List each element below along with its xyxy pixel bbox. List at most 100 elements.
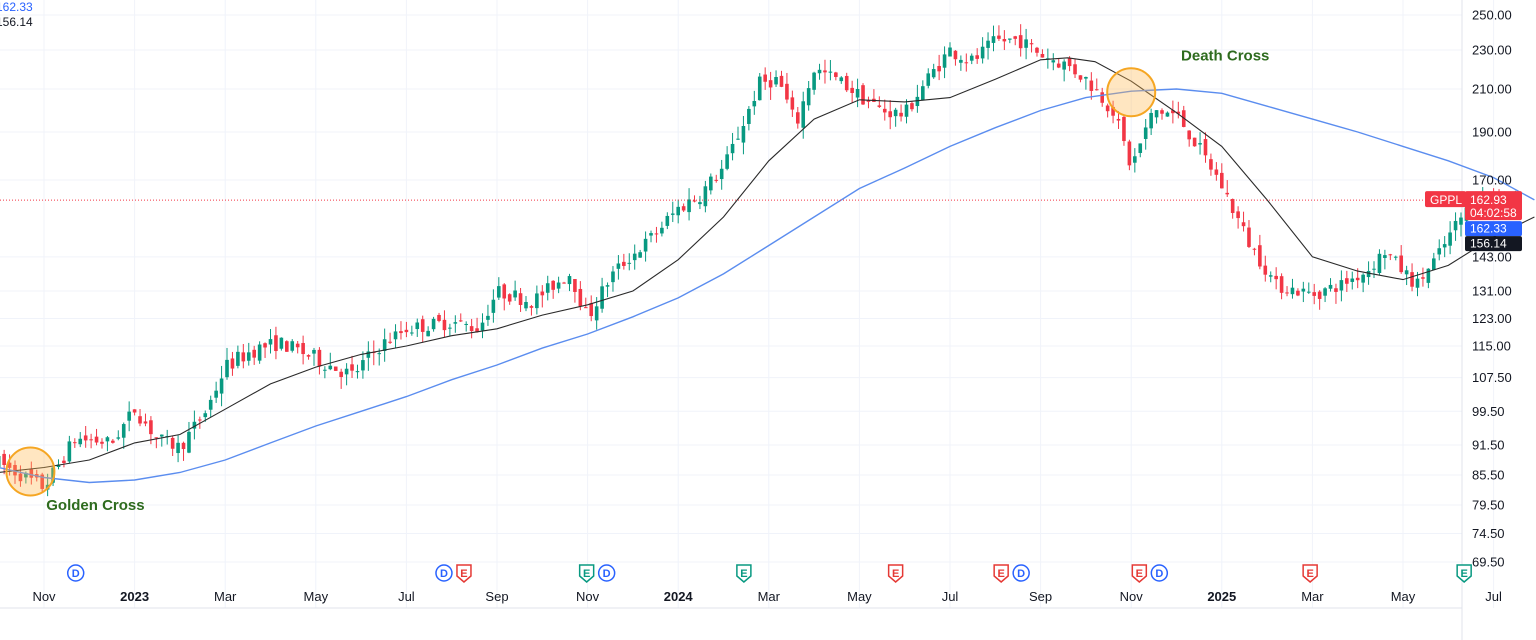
candle-down [1116, 118, 1121, 121]
candle-down [94, 436, 99, 443]
price-axis[interactable]: 250.00 230.00 210.00 190.00 170.00 143.00 131.… [1472, 8, 1512, 570]
golden-cross-label: Golden Cross [46, 497, 144, 514]
candle-up [1383, 255, 1387, 258]
time-tick-year: 2025 [1207, 589, 1236, 604]
price-tick-label: 230.00 [1472, 43, 1512, 58]
candle-up [649, 233, 653, 236]
sma200-line [0, 88, 1535, 484]
candle-up [1366, 270, 1371, 278]
candle-down [866, 100, 871, 102]
death-cross-circle [1106, 67, 1157, 118]
candle-down [458, 320, 463, 322]
candle-up [969, 55, 974, 61]
time-tick-label: Jul [398, 589, 415, 604]
earnings-marker[interactable] [887, 564, 904, 583]
candle-down [333, 366, 338, 371]
dividend-marker-letter: D [440, 568, 448, 580]
candle-up [1268, 275, 1273, 277]
candle-down [1236, 211, 1240, 219]
dividend-marker[interactable] [597, 564, 616, 582]
candle-up [1453, 220, 1458, 231]
candle-up [377, 353, 382, 355]
candle-up [855, 88, 860, 98]
candle-up [214, 390, 218, 398]
candle-up [105, 437, 110, 442]
earnings-marker-letter: E [1460, 568, 1467, 580]
candle-down [518, 293, 523, 306]
earnings-marker-letter: E [1136, 568, 1143, 580]
candle-up [893, 109, 898, 117]
candle-up [393, 331, 398, 340]
candle-up [1051, 60, 1056, 63]
candle-down [301, 342, 305, 355]
candle-up [366, 351, 371, 358]
candle-up [980, 46, 985, 59]
price-tick-label: 210.00 [1472, 82, 1512, 97]
earnings-marker[interactable] [1302, 564, 1318, 583]
golden-cross-circle [5, 446, 56, 497]
candle-down [785, 83, 789, 100]
candle-down [442, 319, 447, 331]
dividend-marker[interactable] [1150, 564, 1169, 582]
candle-down [40, 474, 44, 489]
earnings-marker[interactable] [993, 564, 1009, 583]
candle-up [806, 88, 811, 106]
time-axis[interactable]: Nov 2023 Mar May Jul Sep Nov 2024 Mar May Jul Sep No… [32, 589, 1502, 604]
candle-down [502, 284, 507, 299]
candle-down [317, 349, 322, 367]
candle-down [252, 349, 256, 358]
candle-down [404, 329, 409, 333]
price-tick-label: 99.50 [1472, 404, 1505, 419]
candle-up [632, 253, 637, 261]
earnings-marker[interactable] [736, 564, 752, 583]
price-tick-label: 115.00 [1472, 339, 1511, 354]
event-markers: DDEEDEEEDEDEEE [66, 564, 1472, 583]
candle-down [823, 70, 827, 73]
candle-down [1040, 53, 1045, 58]
time-tick-label: Mar [758, 589, 781, 604]
dividend-marker[interactable] [1012, 564, 1030, 582]
candle-down [681, 206, 686, 211]
candle-down [1247, 227, 1251, 247]
candle-up [410, 332, 414, 334]
dividend-marker[interactable] [66, 564, 85, 582]
candle-up [687, 199, 691, 213]
dividend-marker-letter: D [1155, 568, 1163, 580]
candle-down [937, 65, 941, 72]
bar-countdown: 04:02:58 [1470, 206, 1517, 220]
candle-up [453, 322, 458, 324]
candle-down [1241, 222, 1246, 227]
earnings-marker[interactable] [1131, 564, 1148, 583]
candle-down [779, 75, 784, 87]
candle-down [339, 371, 343, 378]
candle-up [246, 352, 251, 361]
candle-up [464, 323, 468, 325]
candle-up [812, 72, 816, 90]
time-tick-label: Jul [1485, 589, 1502, 604]
earnings-marker[interactable] [456, 564, 472, 583]
candle-down [1203, 139, 1208, 156]
price-tick-label: 170.00 [1472, 173, 1512, 188]
candle-up [828, 71, 833, 73]
candle-up [774, 77, 778, 85]
candle-down [83, 435, 88, 441]
candle-down [399, 331, 403, 334]
candle-down [877, 105, 882, 107]
candle-up [719, 168, 724, 180]
candle-up [757, 76, 762, 101]
candle-down [263, 343, 267, 348]
dividend-marker[interactable] [435, 564, 453, 582]
death-cross-label: Death Cross [1181, 48, 1269, 65]
time-tick-label: May [847, 589, 872, 604]
candle-up [312, 349, 316, 354]
candle-up [24, 472, 28, 478]
candle-up [959, 59, 963, 63]
earnings-marker[interactable] [1456, 564, 1472, 583]
candle-up [594, 306, 599, 321]
candle-up [480, 322, 485, 331]
earnings-marker[interactable] [578, 564, 595, 583]
dividend-marker-letter: D [603, 568, 611, 580]
candle-up [1459, 217, 1463, 225]
candle-down [562, 282, 566, 284]
